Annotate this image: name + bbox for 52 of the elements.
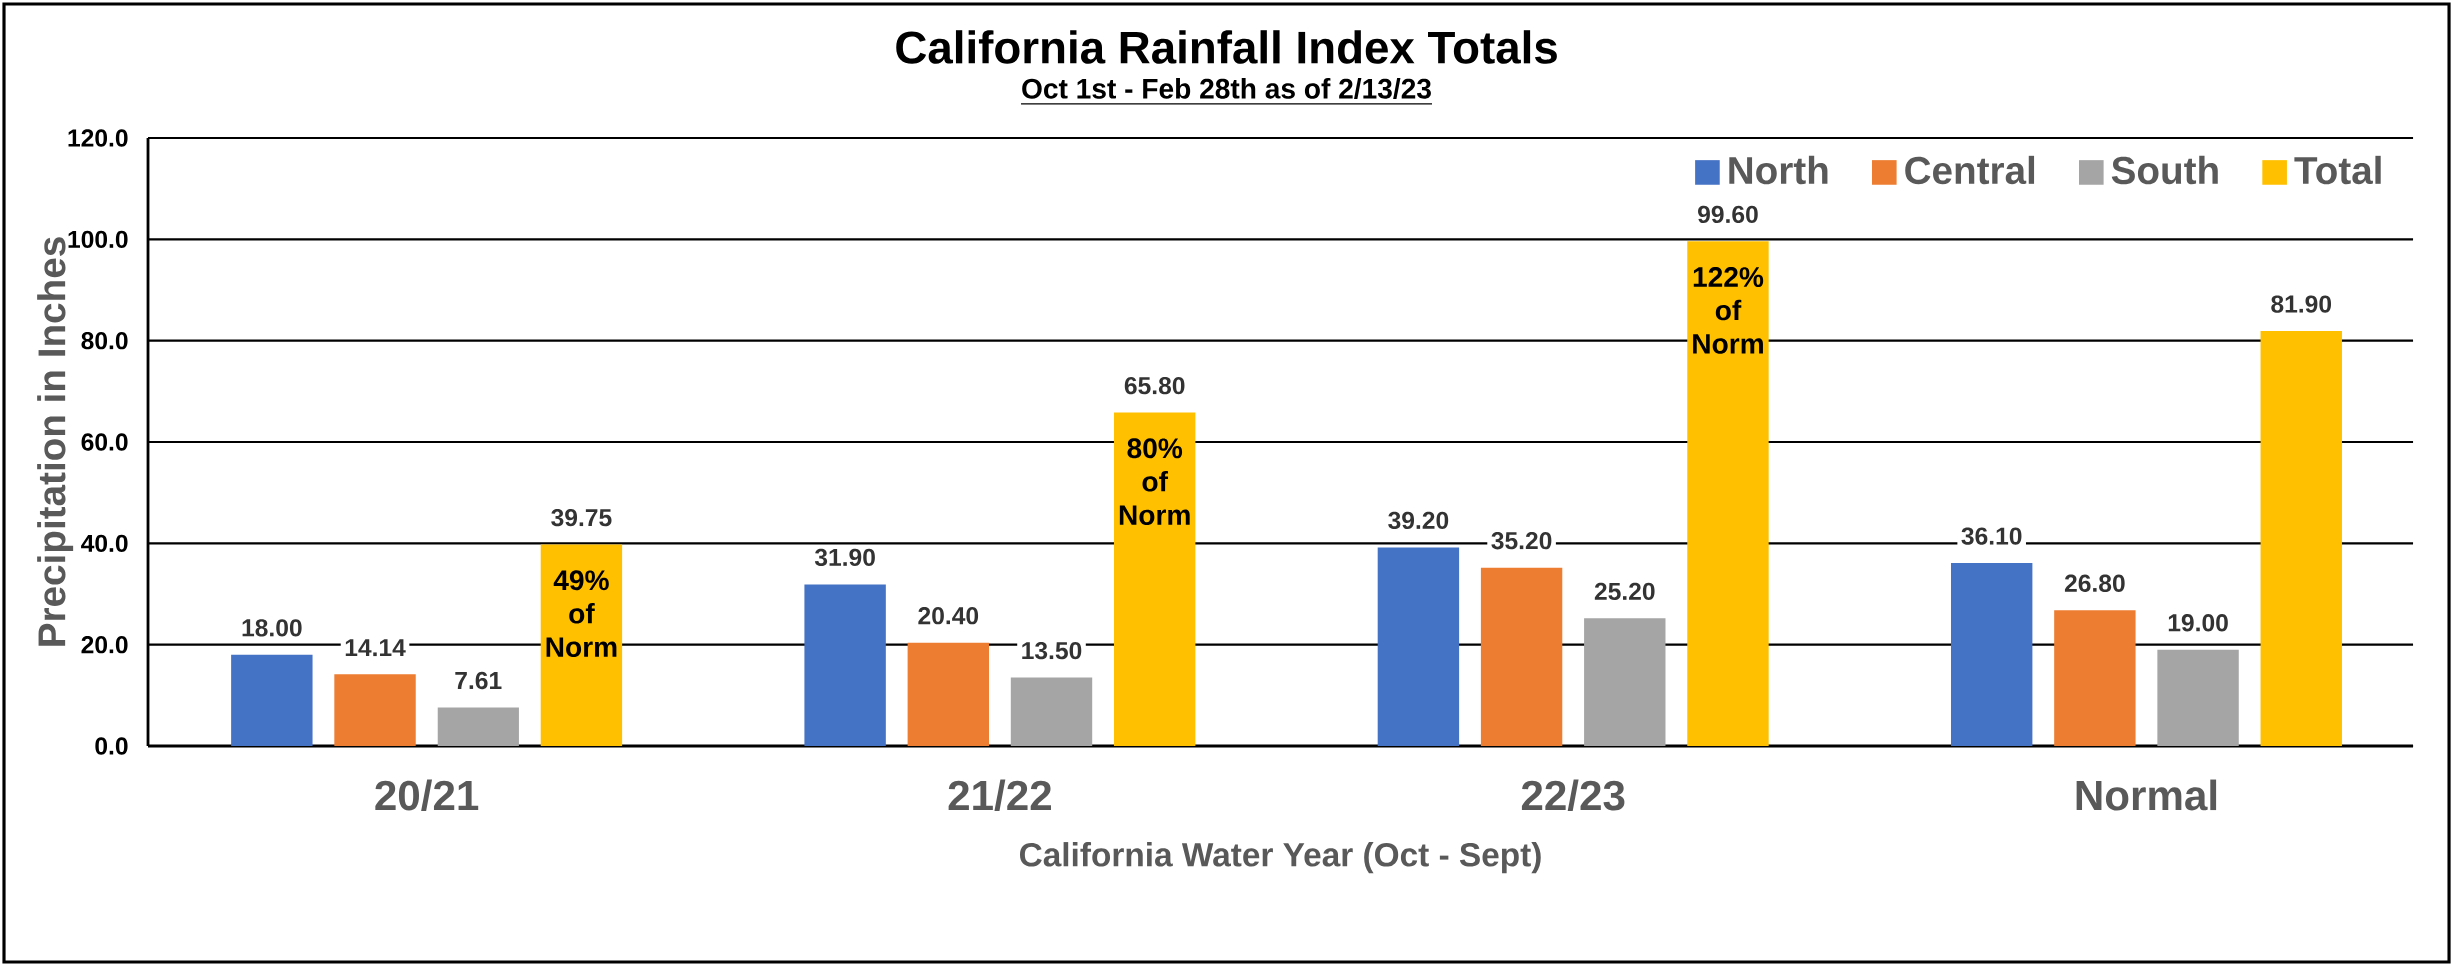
data-label: 25.20: [1594, 582, 1655, 601]
x-axis-title: California Water Year (Oct - Sept): [1020, 842, 1541, 874]
data-label: 19.00: [2168, 614, 2228, 632]
bar: [907, 642, 990, 747]
bar: [1584, 618, 1666, 747]
y-tick-label: 60.0: [81, 433, 128, 451]
legend-label: Central: [1905, 155, 2035, 185]
bar: [2157, 649, 2239, 747]
data-label: 39.75: [551, 508, 612, 527]
chart-title: California Rainfall Index Totals: [896, 30, 1557, 64]
y-tick-label: 20.0: [81, 636, 128, 654]
x-tick-label: 21/22: [948, 779, 1051, 811]
chart-subtitle: Oct 1st - Feb 28th as of 2/13/23: [1022, 78, 1431, 99]
annotation: 80% of Norm: [1119, 438, 1190, 526]
x-tick-label: 20/21: [375, 779, 479, 811]
bar: [1480, 567, 1563, 747]
data-label: 14.14: [345, 639, 406, 657]
bar: [1377, 547, 1460, 747]
bar: [540, 544, 623, 747]
data-label: 31.90: [814, 548, 875, 567]
data-label: 39.20: [1388, 511, 1449, 530]
data-label: 26.80: [2064, 574, 2125, 592]
y-tick-label: 40.0: [81, 534, 128, 553]
bar: [1113, 412, 1196, 747]
bar: [334, 674, 416, 747]
data-label: 20.40: [918, 606, 979, 625]
data-label: 65.80: [1124, 376, 1185, 395]
data-label: 18.00: [242, 619, 302, 637]
data-label: 36.10: [1961, 527, 2022, 545]
bar: [1687, 241, 1769, 747]
x-tick-label: Normal: [2076, 779, 2217, 811]
bar: [2054, 610, 2136, 747]
bar: [437, 707, 519, 747]
legend-label: Total: [2294, 155, 2381, 185]
y-tick-label: 0.0: [95, 737, 128, 755]
bar: [231, 654, 313, 747]
legend-label: North: [1729, 155, 1828, 185]
bar: [1010, 677, 1093, 747]
data-label: 35.20: [1491, 531, 1552, 550]
bar: [2260, 331, 2342, 747]
data-label: 7.61: [455, 671, 502, 690]
annotation: 122% of Norm: [1693, 267, 1764, 354]
bar: [1950, 563, 2033, 747]
annotation: 49% of Norm: [546, 570, 617, 657]
data-label: 99.60: [1698, 205, 1758, 224]
bar: [804, 584, 886, 747]
y-tick-label: 80.0: [81, 332, 128, 350]
x-tick-label: 22/23: [1521, 779, 1625, 811]
legend-label: South: [2111, 155, 2218, 185]
data-label: 81.90: [2271, 295, 2332, 313]
data-label: 13.50: [1022, 641, 1082, 660]
y-tick-label: 120.0: [68, 129, 128, 147]
